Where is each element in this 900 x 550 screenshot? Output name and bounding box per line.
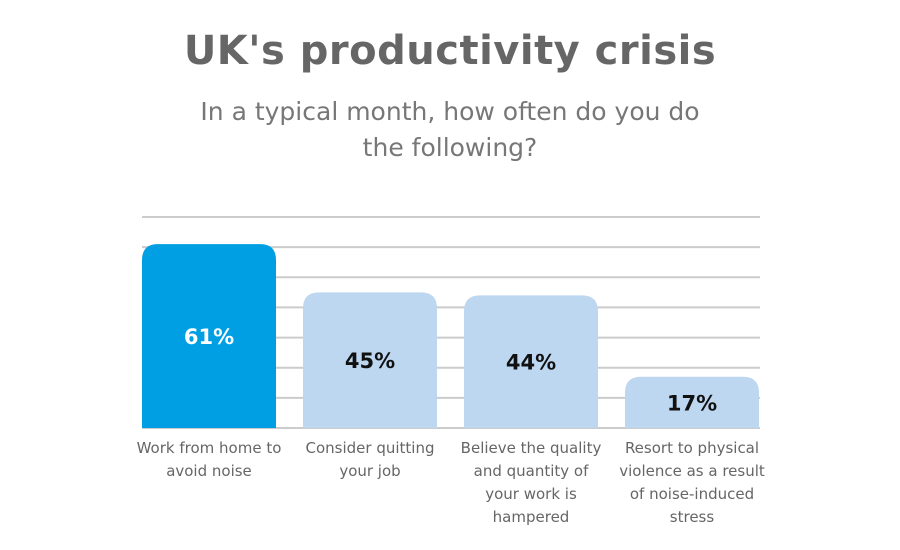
category-label: Believe the quality and quantity of your…	[460, 439, 602, 526]
chart-subtitle: In a typical month, how often do you do …	[200, 97, 700, 162]
data-label: 44%	[506, 351, 556, 375]
chart-title: UK's productivity crisis	[183, 28, 717, 74]
bar	[625, 376, 759, 428]
data-label: 17%	[667, 391, 717, 415]
bar	[464, 295, 598, 428]
data-label: 45%	[345, 349, 395, 373]
category-label: Resort to physical violence as a result …	[619, 439, 765, 526]
bar	[142, 244, 276, 428]
bar	[303, 292, 437, 428]
category-label: Work from home to avoid noise	[136, 439, 282, 480]
data-label: 61%	[184, 325, 234, 349]
category-label: Consider quitting your job	[305, 439, 435, 480]
